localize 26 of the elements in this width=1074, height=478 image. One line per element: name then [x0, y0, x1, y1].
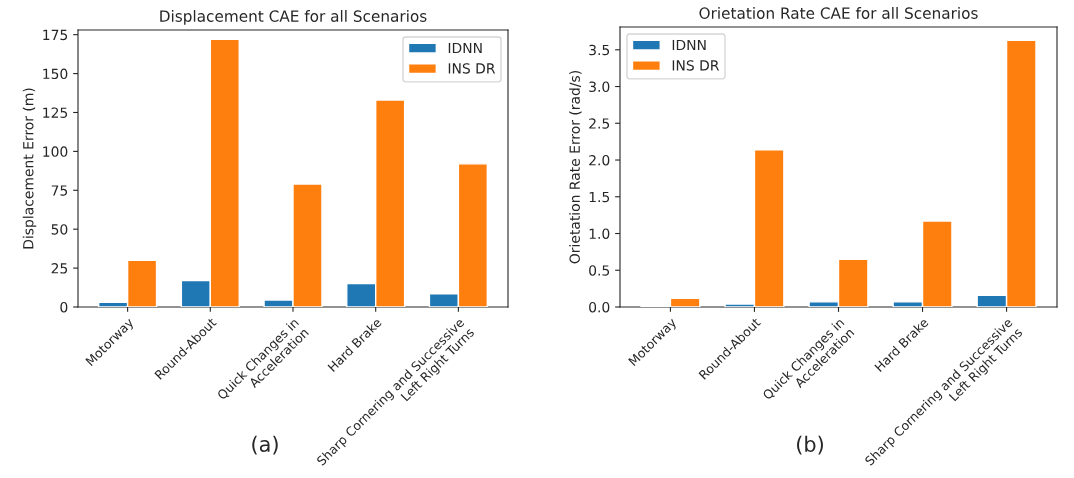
y-tick-label: 175	[43, 29, 68, 41]
chart-title: Orietation Rate CAE for all Scenarios	[699, 7, 978, 19]
y-tick-label: 50	[51, 224, 68, 235]
y-tick-label: 1.5	[589, 191, 610, 203]
y-tick-label: 150	[43, 68, 68, 80]
y-tick-label: 0.0	[589, 301, 610, 313]
y-tick-label: 75	[51, 185, 68, 196]
legend-label: INS DR	[672, 60, 720, 71]
y-tick-label: 1.0	[589, 228, 610, 239]
legend-label: INS DR	[448, 63, 496, 74]
y-axis-title: Orietation Rate Error (rad/s)	[569, 71, 582, 264]
y-tick-label: 125	[43, 107, 68, 118]
y-tick-label: 2.0	[589, 154, 610, 166]
y-tick-label: 2.5	[589, 118, 610, 129]
y-tick-label: 0	[60, 301, 68, 313]
y-tick-label: 3.5	[589, 44, 610, 56]
y-tick-label: 25	[51, 263, 68, 274]
text: (a)	[252, 435, 278, 455]
chart-title: Displacement CAE for all Scenarios	[160, 10, 427, 25]
y-tick-label: 100	[43, 146, 68, 157]
y-tick-label: 0.5	[589, 265, 610, 276]
y-tick-label: 3.0	[589, 81, 610, 92]
text: (b)	[797, 435, 823, 455]
legend-label: IDNN	[672, 39, 706, 51]
y-axis-title: Displacement Error (m)	[22, 88, 37, 249]
legend-label: IDNN	[448, 42, 482, 54]
